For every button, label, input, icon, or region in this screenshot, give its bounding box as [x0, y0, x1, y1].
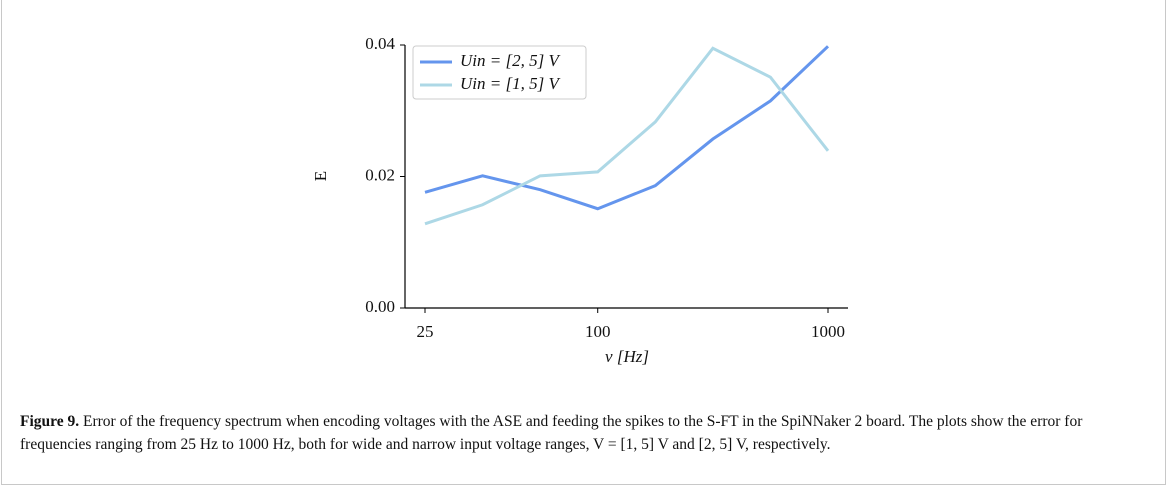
x-axis-label: ν [Hz]	[605, 347, 649, 366]
legend-label: Uin = [1, 5] V	[460, 74, 561, 93]
x-tick-label: 25	[417, 322, 434, 341]
y-tick-label: 0.02	[365, 165, 395, 184]
chart: E ν [Hz] 0.00 0.02 0.04 25 100 1000 Uin = [2, …	[311, 34, 848, 366]
legend-label: Uin = [2, 5] V	[460, 51, 561, 70]
series-line	[424, 45, 830, 211]
caption: Figure 9. Error of the frequency spectru…	[20, 410, 1110, 456]
x-tick-label: 100	[585, 322, 611, 341]
y-tick-label: 0.04	[365, 34, 395, 53]
caption-text: Error of the frequency spectrum when enc…	[20, 413, 1083, 453]
caption-label: Figure 9.	[20, 413, 80, 430]
x-tick-label: 1000	[811, 322, 845, 341]
y-tick-label: 0.00	[365, 297, 395, 316]
series-line	[424, 46, 830, 226]
y-axis-label: E	[311, 171, 330, 181]
legend-box	[412, 45, 587, 100]
